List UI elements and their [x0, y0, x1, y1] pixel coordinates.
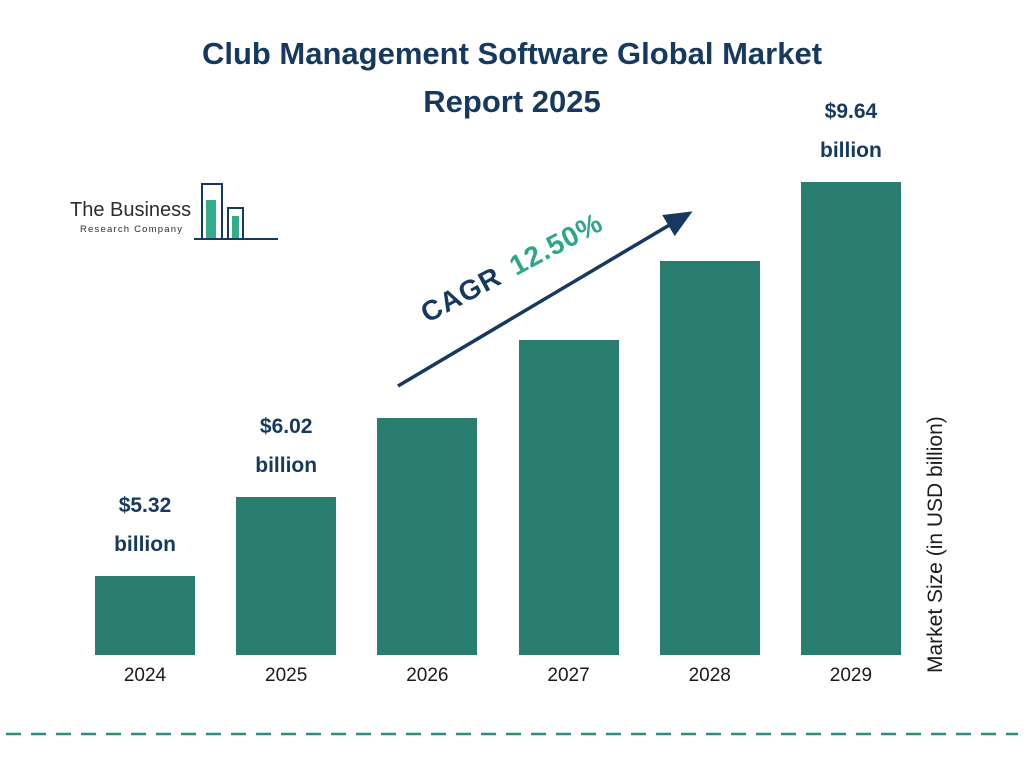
bar-2024	[95, 576, 195, 655]
logo-text-line2: Research Company	[80, 224, 183, 235]
x-axis-label-2027: 2027	[547, 665, 590, 686]
company-logo: The Business Research Company	[70, 183, 278, 240]
x-axis-label-2029: 2029	[829, 665, 873, 686]
bar-column-2029: $9.64 billion	[800, 92, 901, 655]
bar-column-2026	[377, 418, 478, 655]
y-axis-label: Market Size (in USD billion)	[924, 416, 947, 673]
year-labels: 2024 2025 2026 2027 2028 2029	[95, 665, 901, 687]
x-axis-label-2024: 2024	[123, 665, 167, 686]
bar-2025	[236, 497, 337, 655]
logo-bars-icon	[194, 183, 278, 240]
bar-2029	[800, 182, 901, 655]
x-axis-label-2028: 2028	[688, 665, 731, 686]
bar-column-2027	[518, 340, 619, 655]
bar-value-label-2029: $9.64 billion	[820, 100, 882, 162]
chart-title: Club Management Software Global Market R…	[0, 30, 1024, 126]
bottom-dashed-divider	[6, 732, 1018, 736]
bar-columns: $5.32 billion $6.02 billion $9.64 billion	[95, 0, 901, 655]
logo-text-line1: The Business	[70, 199, 191, 221]
bar-value-label-2024: $5.32 billion	[114, 494, 176, 556]
bar-column-2025: $6.02 billion	[236, 407, 337, 655]
bar-column-2024: $5.32 billion	[95, 486, 195, 655]
bar-2026	[377, 418, 478, 655]
bar-2027	[518, 340, 619, 655]
bar-2028	[659, 261, 760, 655]
chart-title-line1: Club Management Software Global Market	[201, 36, 823, 71]
x-axis-label-2026: 2026	[406, 665, 449, 686]
bar-value-label-2025: $6.02 billion	[255, 415, 318, 477]
bar-column-2028	[659, 261, 760, 655]
chart-title-line2: Report 2025	[423, 84, 601, 119]
x-axis-label-2025: 2025	[265, 665, 308, 686]
